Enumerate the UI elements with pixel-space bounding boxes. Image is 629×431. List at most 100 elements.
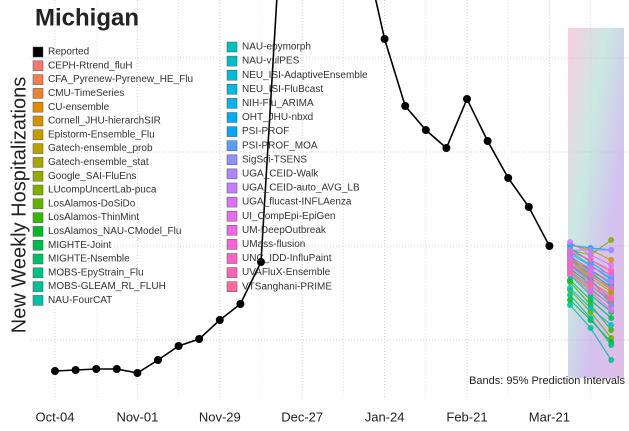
y-axis-label: New Weekly Hospitalizations	[8, 77, 30, 333]
legend-label: Gatech-ensemble_prob	[48, 143, 153, 154]
legend-label: NIH-Flu_ARIMA	[242, 98, 314, 109]
x-tick-label: Mar-21	[529, 409, 570, 424]
legend-label: CEPH-Rtrend_fluH	[48, 60, 132, 71]
legend-swatch	[32, 101, 44, 113]
legend-swatch	[32, 267, 44, 279]
data-point	[257, 258, 265, 266]
legend-label: MIGHTE-Joint	[48, 240, 112, 251]
data-point	[154, 356, 162, 364]
x-tick-label: Nov-01	[116, 409, 158, 424]
data-point	[380, 35, 389, 43]
legend-swatch	[32, 198, 44, 210]
data-point	[401, 102, 410, 110]
legend-swatch	[32, 184, 44, 196]
legend-swatch	[32, 157, 44, 168]
legend-label: Reported	[48, 47, 89, 58]
legend-label: NEU_ISI-AdaptiveEnsemble	[242, 70, 368, 81]
data-point	[133, 369, 142, 377]
legend-label: UGA_flucast-INFLAenza	[242, 197, 352, 208]
data-point	[587, 325, 594, 331]
data-point	[174, 342, 183, 350]
legend-swatch	[226, 140, 238, 151]
legend-swatch	[226, 84, 238, 95]
legend-label: SigSci-TSENS	[242, 154, 307, 165]
data-point	[567, 239, 573, 245]
data-point	[463, 95, 471, 103]
legend-label: UGA_CEID-Walk	[242, 169, 319, 180]
data-point	[608, 237, 615, 243]
legend-swatch	[226, 239, 238, 250]
legend: Reported CEPH-Rtrend_fluH CFA_Pyrenew-Pyre…	[32, 41, 368, 306]
legend-label: LosAlamos-ThinMint	[48, 212, 139, 223]
chart-title: Michigan	[35, 4, 139, 31]
data-point	[567, 249, 573, 255]
legend-label: OHT_JHU-nbxd	[242, 112, 313, 123]
data-point	[236, 300, 245, 308]
legend-label: LosAlamos-DoSiDo	[48, 198, 136, 209]
data-point	[587, 283, 594, 289]
legend-label: CFA_Pyrenew-Pyrenew_HE_Flu	[48, 74, 193, 85]
data-point	[51, 367, 59, 375]
data-point	[608, 285, 615, 291]
legend-swatch	[32, 143, 44, 154]
x-tick-label: Jan-24	[365, 409, 405, 424]
legend-swatch	[32, 239, 44, 251]
data-point	[608, 279, 615, 285]
legend-label: UI_CompEpi-EpiGen	[242, 211, 335, 222]
data-point	[608, 315, 615, 321]
legend-swatch	[32, 295, 44, 306]
x-tick-label: Nov-29	[199, 409, 241, 424]
data-point	[608, 267, 615, 273]
legend-swatch	[226, 98, 238, 109]
data-point	[587, 265, 594, 271]
data-point	[608, 327, 615, 333]
legend-label: PSI-PROF_MOA	[242, 140, 318, 151]
data-point	[608, 257, 615, 263]
data-point	[442, 144, 451, 152]
legend-label: NEU_ISI-FluBcast	[242, 84, 323, 95]
legend-swatch	[32, 88, 44, 99]
legend-label: UGA_CEID-auto_AVG_LB	[242, 183, 360, 194]
data-point	[421, 126, 430, 134]
legend-swatch	[226, 225, 238, 236]
legend-swatch	[32, 60, 44, 72]
data-point	[587, 247, 594, 253]
legend-label: NAU-epymorph	[242, 42, 311, 53]
data-point	[567, 302, 573, 308]
x-tick-label: Oct-04	[35, 409, 74, 424]
grid	[30, 0, 629, 398]
data-point	[608, 342, 615, 348]
legend-swatch	[32, 129, 44, 141]
legend-swatch	[226, 267, 238, 278]
data-point	[587, 297, 594, 303]
x-tick-label: Feb-21	[446, 409, 487, 424]
data-point	[567, 277, 573, 283]
legend-swatch	[32, 170, 44, 182]
legend-swatch	[226, 41, 238, 53]
legend-label: Gatech-ensemble_stat	[48, 157, 149, 168]
legend-swatch	[32, 226, 44, 237]
data-point	[567, 297, 573, 303]
legend-swatch	[32, 281, 44, 292]
data-point	[587, 273, 594, 279]
legend-label: Epistorm-Ensemble_Flu	[48, 129, 155, 140]
data-point	[608, 262, 615, 268]
data-point	[71, 366, 80, 374]
data-point	[608, 247, 615, 253]
legend-swatch	[32, 74, 44, 85]
legend-swatch	[226, 182, 238, 194]
data-point	[608, 297, 615, 303]
legend-label: CMU-TimeSeries	[48, 88, 124, 99]
legend-swatch	[226, 154, 238, 166]
data-point	[215, 316, 224, 324]
legend-label: Google_SAI-FluEns	[48, 171, 136, 182]
legend-label: UVAFluX-Ensemble	[242, 267, 331, 278]
data-point	[608, 322, 615, 328]
legend-label: LUcompUncertLab-puca	[48, 185, 157, 196]
data-point	[195, 335, 204, 343]
legend-swatch	[226, 196, 238, 208]
data-point	[545, 242, 554, 250]
legend-swatch	[226, 210, 238, 222]
data-point	[587, 305, 594, 311]
data-point	[587, 252, 594, 258]
